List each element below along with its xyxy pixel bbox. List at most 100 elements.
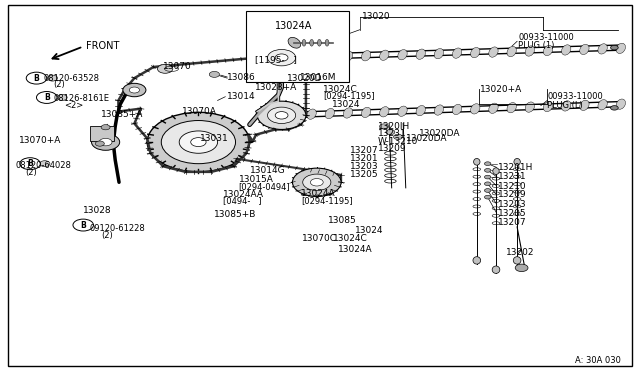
Ellipse shape: [598, 44, 607, 54]
Circle shape: [484, 189, 491, 192]
Ellipse shape: [580, 100, 589, 110]
Text: 1320lH: 1320lH: [378, 122, 410, 131]
Ellipse shape: [398, 49, 407, 60]
Circle shape: [303, 174, 331, 190]
Ellipse shape: [307, 109, 316, 119]
Circle shape: [36, 92, 57, 103]
Circle shape: [57, 94, 67, 100]
Bar: [90, 126, 114, 141]
Text: 00933-11000: 00933-11000: [518, 33, 574, 42]
Ellipse shape: [489, 47, 498, 57]
Text: 13024A: 13024A: [338, 245, 372, 254]
Ellipse shape: [543, 45, 553, 56]
Text: 00933-11000: 00933-11000: [547, 92, 603, 101]
Text: (2): (2): [53, 80, 65, 89]
Text: 13201H: 13201H: [498, 163, 533, 172]
Text: 13024C: 13024C: [333, 234, 367, 243]
Text: 13205: 13205: [350, 170, 379, 179]
Text: PLUG (L): PLUG (L): [547, 101, 583, 110]
Text: [0294-0494]: [0294-0494]: [239, 182, 291, 191]
Circle shape: [484, 182, 491, 186]
Ellipse shape: [362, 51, 371, 61]
Ellipse shape: [434, 105, 444, 115]
Text: 13024AA: 13024AA: [223, 190, 264, 199]
Text: A: 30A 030: A: 30A 030: [575, 356, 621, 365]
Circle shape: [123, 83, 146, 97]
Text: PLUG (1): PLUG (1): [518, 41, 555, 50]
Circle shape: [129, 87, 140, 93]
Text: W-13210: W-13210: [378, 137, 418, 146]
Text: <2>: <2>: [64, 101, 83, 110]
Ellipse shape: [598, 100, 607, 110]
Circle shape: [179, 131, 218, 153]
Ellipse shape: [271, 110, 280, 121]
Ellipse shape: [473, 257, 481, 264]
Ellipse shape: [616, 43, 625, 54]
Circle shape: [73, 219, 93, 231]
Ellipse shape: [452, 48, 462, 58]
Ellipse shape: [325, 52, 335, 62]
Circle shape: [386, 129, 395, 135]
Ellipse shape: [493, 168, 499, 174]
Text: 13085: 13085: [328, 216, 357, 225]
Text: 13028: 13028: [83, 206, 112, 215]
Text: [0294-1195]: [0294-1195]: [301, 196, 353, 205]
Text: 13070+A: 13070+A: [19, 136, 61, 145]
Ellipse shape: [452, 104, 462, 115]
Ellipse shape: [513, 257, 521, 264]
Text: 08120-64028: 08120-64028: [16, 161, 72, 170]
Ellipse shape: [543, 101, 553, 112]
Circle shape: [394, 134, 403, 140]
Text: 13231: 13231: [378, 129, 406, 138]
Circle shape: [257, 101, 306, 129]
Text: (2): (2): [101, 231, 113, 240]
Ellipse shape: [310, 39, 314, 46]
Text: FRONT: FRONT: [86, 41, 120, 51]
Text: 13070A: 13070A: [182, 107, 217, 116]
Text: 13203: 13203: [498, 200, 527, 209]
Circle shape: [611, 106, 618, 110]
Ellipse shape: [343, 51, 353, 61]
Text: 13205: 13205: [498, 209, 527, 218]
Circle shape: [275, 112, 288, 119]
Ellipse shape: [580, 44, 589, 55]
Ellipse shape: [289, 110, 298, 120]
Circle shape: [310, 179, 323, 186]
Circle shape: [275, 54, 288, 61]
Ellipse shape: [470, 48, 480, 58]
Text: 13024: 13024: [355, 226, 384, 235]
Circle shape: [209, 71, 220, 77]
Circle shape: [268, 107, 296, 124]
Ellipse shape: [380, 50, 389, 60]
Ellipse shape: [380, 107, 389, 117]
Ellipse shape: [398, 106, 407, 116]
Ellipse shape: [474, 158, 480, 165]
Ellipse shape: [489, 103, 498, 113]
Ellipse shape: [507, 103, 516, 113]
Ellipse shape: [362, 107, 371, 118]
Ellipse shape: [288, 38, 301, 48]
Ellipse shape: [317, 39, 321, 46]
Text: 13020DA: 13020DA: [419, 129, 461, 138]
Circle shape: [611, 45, 618, 50]
Text: 13020DA: 13020DA: [406, 134, 448, 143]
Text: 13209: 13209: [498, 190, 527, 199]
Circle shape: [101, 125, 110, 130]
Text: 13231: 13231: [498, 172, 527, 181]
Ellipse shape: [325, 39, 329, 46]
Text: 08120-63528: 08120-63528: [44, 74, 100, 83]
Ellipse shape: [302, 39, 306, 46]
Text: 13020D: 13020D: [287, 74, 322, 83]
Circle shape: [157, 64, 173, 73]
Text: 13086: 13086: [227, 73, 256, 81]
Text: 13207: 13207: [350, 146, 379, 155]
Ellipse shape: [470, 104, 480, 114]
Text: B: B: [81, 221, 86, 230]
Text: 13024: 13024: [332, 100, 360, 109]
Text: [0494-   ]: [0494- ]: [223, 196, 261, 205]
Circle shape: [191, 138, 206, 147]
Circle shape: [484, 169, 491, 172]
Ellipse shape: [561, 101, 571, 111]
Text: 13210: 13210: [498, 182, 527, 190]
Text: 13085+B: 13085+B: [214, 210, 257, 219]
